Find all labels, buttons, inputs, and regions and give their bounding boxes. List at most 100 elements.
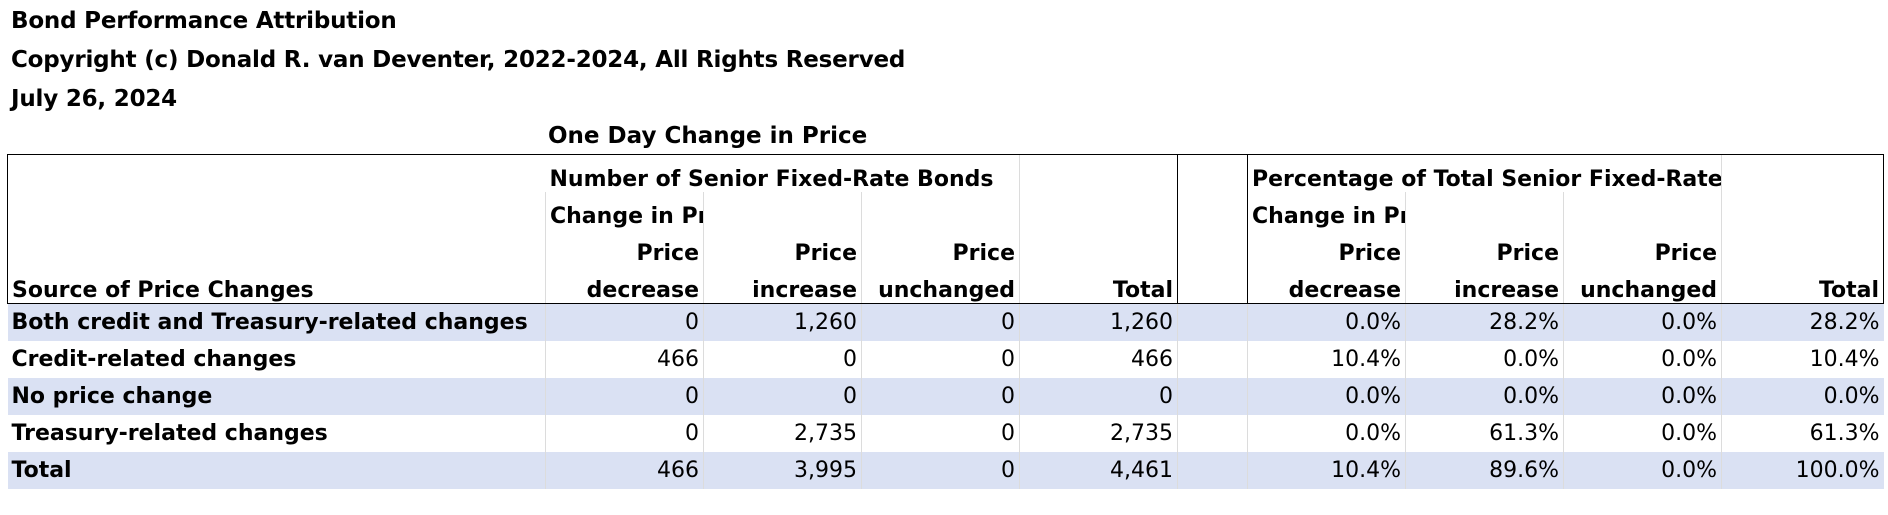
copyright-line: Copyright (c) Donald R. van Deventer, 20… bbox=[11, 47, 906, 73]
separator-cell bbox=[1177, 154, 1248, 192]
column-header-row-bottom: Source of Price Changes decrease increas… bbox=[7, 266, 1885, 304]
percent-cell: 0.0% bbox=[1563, 341, 1722, 378]
col-header-increase: increase bbox=[1405, 266, 1564, 304]
percent-cell: 0.0% bbox=[1405, 341, 1564, 378]
percent-cell: 0.0% bbox=[1247, 415, 1406, 452]
col-header-top: Price bbox=[860, 229, 1020, 266]
blank-cell bbox=[1019, 154, 1178, 192]
percent-cell: 0.0% bbox=[1247, 378, 1406, 415]
count-cell: 0 bbox=[545, 415, 704, 452]
group-count-label: Number of Senior Fixed-Rate Bonds bbox=[545, 154, 1020, 192]
count-cell: 0 bbox=[860, 452, 1020, 489]
count-cell: 2,735 bbox=[703, 415, 862, 452]
subgroup-percent-label: Change in Price bbox=[1247, 192, 1406, 229]
row-label: Treasury-related changes bbox=[11, 421, 328, 446]
percent-cell: 28.2% bbox=[1405, 303, 1564, 341]
count-cell: 466 bbox=[1019, 341, 1178, 378]
table-title: One Day Change in Price bbox=[548, 123, 868, 149]
row-label: No price change bbox=[7, 378, 546, 415]
separator-cell bbox=[1177, 192, 1248, 229]
column-header-row-top: Price Price Price Price Price Price bbox=[7, 229, 1885, 266]
table-row: Both credit and Treasury-related changes… bbox=[7, 303, 1884, 341]
percent-cell: 0.0% bbox=[1247, 303, 1406, 341]
group-percent-label: Percentage of Total Senior Fixed-Rate Bo… bbox=[1247, 154, 1722, 192]
col-header-total: Total bbox=[1019, 266, 1178, 304]
percent-cell: 0.0% bbox=[1721, 378, 1884, 415]
row-label: Both credit and Treasury-related changes bbox=[7, 303, 546, 341]
percent-cell: 28.2% bbox=[1721, 303, 1884, 341]
table-row: No price change 0 0 0 0 0.0% 0.0% 0.0% 0… bbox=[7, 378, 1884, 415]
row-label: Total bbox=[7, 452, 546, 489]
col-header-top bbox=[1721, 229, 1885, 266]
blank-cell bbox=[860, 192, 1020, 229]
col-header-total: Total bbox=[1721, 266, 1885, 304]
report-date: July 26, 2024 bbox=[11, 86, 177, 112]
count-cell: 0 bbox=[703, 378, 862, 415]
count-cell: 0 bbox=[860, 303, 1020, 341]
attribution-table: Number of Senior Fixed-Rate Bonds Percen… bbox=[7, 154, 1885, 489]
percent-cell: 10.4% bbox=[1247, 341, 1406, 378]
count-cell: 1,260 bbox=[1019, 303, 1178, 341]
count-cell: 0 bbox=[703, 341, 862, 378]
count-cell: 0 bbox=[1019, 378, 1178, 415]
count-cell: 1,260 bbox=[703, 303, 862, 341]
percent-cell: 100.0% bbox=[1721, 452, 1884, 489]
count-cell: 2,735 bbox=[1019, 415, 1178, 452]
blank-cell bbox=[1721, 154, 1885, 192]
col-header-decrease: decrease bbox=[1247, 266, 1406, 304]
col-header-decrease: decrease bbox=[545, 266, 704, 304]
subgroup-header-row: Change in Price Change in Price bbox=[7, 192, 1885, 229]
separator-cell bbox=[1177, 229, 1248, 266]
blank-cell bbox=[703, 192, 862, 229]
percent-cell: 0.0% bbox=[1563, 452, 1722, 489]
percent-cell: 0.0% bbox=[1563, 303, 1722, 341]
subgroup-count-label: Change in Price bbox=[545, 192, 704, 229]
percent-cell: 10.4% bbox=[1721, 341, 1884, 378]
count-cell: 4,461 bbox=[1019, 452, 1178, 489]
col-header-increase: increase bbox=[703, 266, 862, 304]
percent-cell: 0.0% bbox=[1563, 378, 1722, 415]
blank-cell bbox=[1563, 192, 1722, 229]
count-cell: 0 bbox=[860, 415, 1020, 452]
separator-cell bbox=[1177, 452, 1248, 489]
corner-cell bbox=[7, 229, 546, 266]
table-row: Credit-related changes 466 0 0 466 10.4%… bbox=[8, 341, 1884, 378]
group-header-row: Number of Senior Fixed-Rate Bonds Percen… bbox=[7, 154, 1885, 192]
col-header-unchanged: unchanged bbox=[860, 266, 1020, 304]
col-header-top: Price bbox=[1405, 229, 1564, 266]
percent-cell: 61.3% bbox=[1721, 415, 1884, 452]
row-label: Credit-related changes bbox=[11, 347, 297, 372]
count-cell: 0 bbox=[860, 341, 1020, 378]
col-header-top: Price bbox=[545, 229, 704, 266]
corner-cell bbox=[7, 192, 546, 229]
total-row: Total 466 3,995 0 4,461 10.4% 89.6% 0.0%… bbox=[7, 452, 1884, 489]
col-header-top: Price bbox=[703, 229, 862, 266]
count-cell: 466 bbox=[545, 341, 704, 378]
col-header-top: Price bbox=[1247, 229, 1406, 266]
table-row: Treasury-related changes 0 2,735 0 2,735… bbox=[8, 415, 1884, 452]
count-cell: 466 bbox=[545, 452, 704, 489]
separator-cell bbox=[1177, 341, 1248, 378]
percent-cell: 61.3% bbox=[1405, 415, 1564, 452]
row-header-label: Source of Price Changes bbox=[7, 266, 546, 304]
col-header-unchanged: unchanged bbox=[1563, 266, 1722, 304]
blank-cell bbox=[1721, 192, 1885, 229]
percent-cell: 0.0% bbox=[1405, 378, 1564, 415]
col-header-top: Price bbox=[1563, 229, 1722, 266]
count-cell: 0 bbox=[545, 303, 704, 341]
separator-cell bbox=[1177, 415, 1248, 452]
report-title: Bond Performance Attribution bbox=[11, 8, 397, 34]
percent-cell: 0.0% bbox=[1563, 415, 1722, 452]
separator-cell bbox=[1177, 303, 1248, 341]
col-header-top bbox=[1019, 229, 1178, 266]
separator-cell bbox=[1177, 266, 1248, 304]
count-cell: 0 bbox=[860, 378, 1020, 415]
count-cell: 3,995 bbox=[703, 452, 862, 489]
separator-cell bbox=[1177, 378, 1248, 415]
corner-cell bbox=[7, 154, 546, 192]
blank-cell bbox=[1405, 192, 1564, 229]
percent-cell: 89.6% bbox=[1405, 452, 1564, 489]
percent-cell: 10.4% bbox=[1247, 452, 1406, 489]
count-cell: 0 bbox=[545, 378, 704, 415]
blank-cell bbox=[1019, 192, 1178, 229]
